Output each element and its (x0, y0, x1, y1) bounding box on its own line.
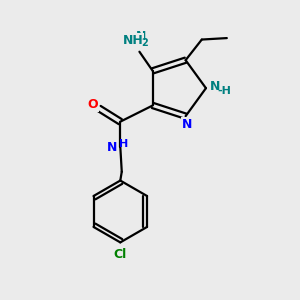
Text: H: H (119, 139, 128, 149)
Text: N: N (182, 118, 192, 131)
Text: N: N (210, 80, 220, 93)
Text: O: O (87, 98, 98, 111)
Text: H: H (130, 38, 139, 49)
Text: Cl: Cl (114, 248, 127, 261)
Text: NH: NH (123, 34, 143, 47)
Text: -H: -H (217, 86, 231, 96)
Text: 2: 2 (141, 38, 148, 49)
Text: N: N (107, 141, 117, 154)
Text: N: N (136, 31, 146, 44)
